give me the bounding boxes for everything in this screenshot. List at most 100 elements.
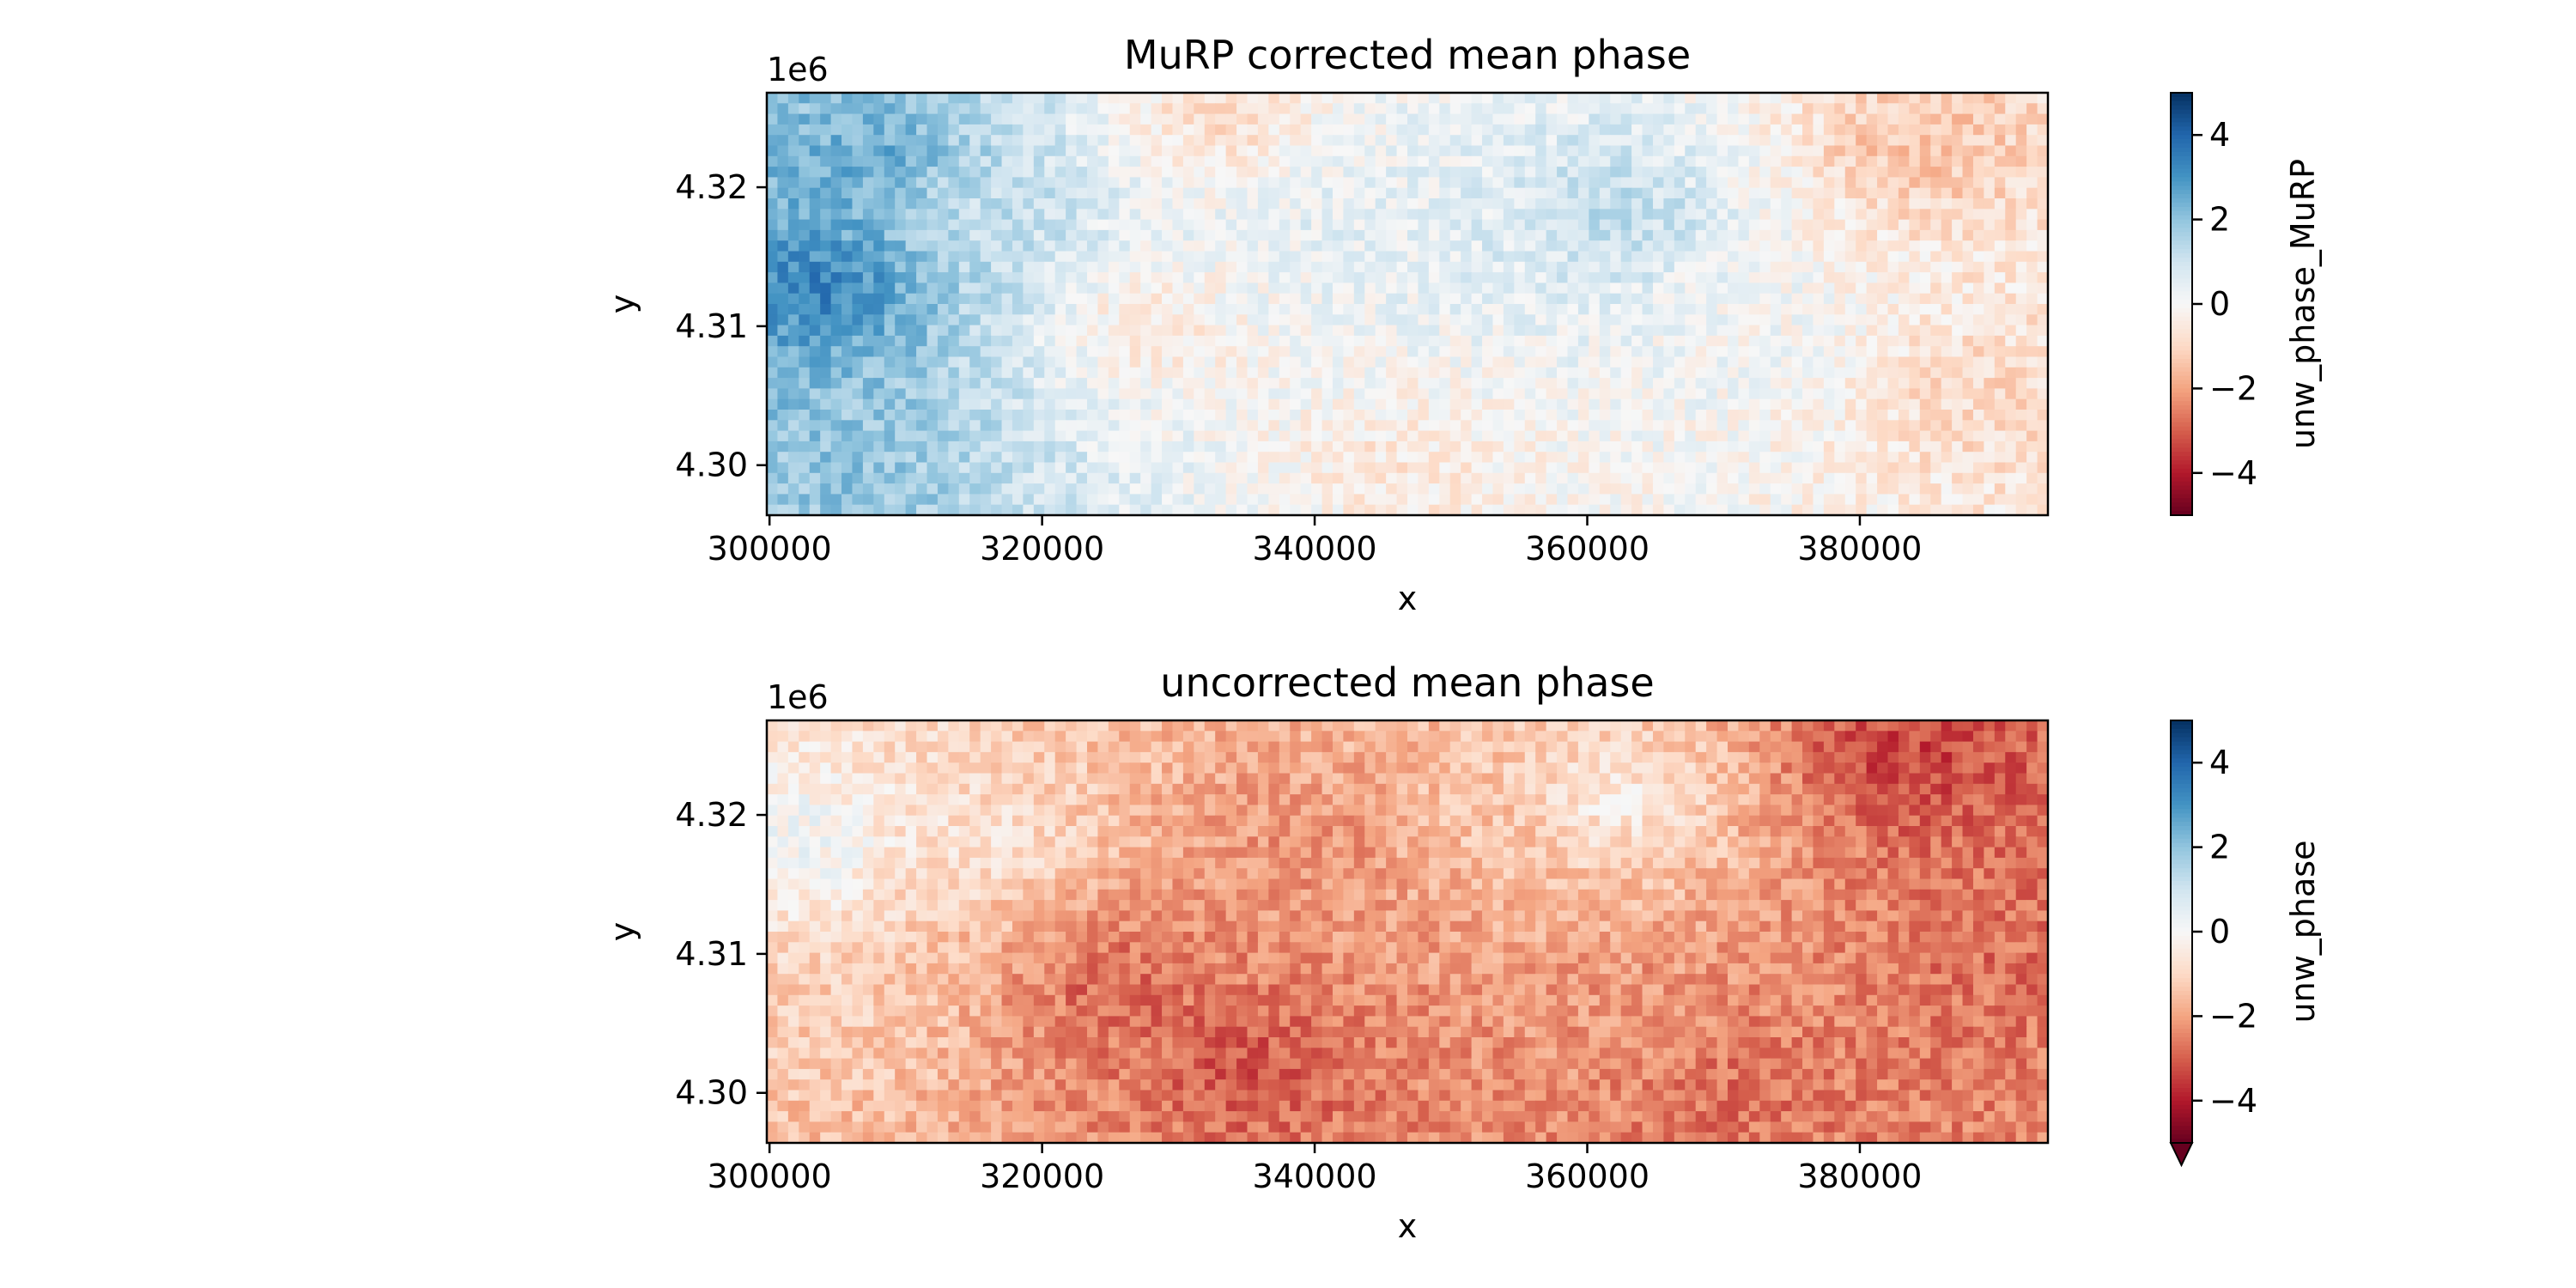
heatmap-cell bbox=[1930, 378, 1942, 389]
heatmap-cell bbox=[884, 483, 896, 495]
heatmap-cell bbox=[1162, 494, 1174, 506]
heatmap-cell bbox=[787, 335, 799, 347]
heatmap-cell bbox=[1300, 494, 1312, 506]
heatmap-cell bbox=[1044, 335, 1056, 347]
heatmap-cell bbox=[830, 346, 842, 358]
heatmap-cell bbox=[1482, 440, 1494, 453]
heatmap-cell bbox=[1685, 420, 1697, 432]
colorbar-segment bbox=[2171, 304, 2192, 309]
heatmap-cell bbox=[1984, 367, 1996, 379]
heatmap-cell bbox=[1300, 410, 1312, 421]
heatmap-cell bbox=[1503, 472, 1515, 484]
heatmap-cell bbox=[1311, 167, 1323, 178]
heatmap-cell bbox=[1290, 293, 1302, 305]
heatmap-cell bbox=[1856, 155, 1868, 167]
heatmap-cell bbox=[1695, 103, 1707, 115]
heatmap-cell bbox=[1962, 145, 1974, 157]
heatmap-cell bbox=[1407, 167, 1419, 178]
heatmap-cell bbox=[1930, 462, 1942, 474]
heatmap-cell bbox=[787, 187, 799, 199]
heatmap-cell bbox=[1215, 346, 1227, 358]
heatmap-cell bbox=[2015, 410, 2027, 421]
heatmap-cell bbox=[1557, 398, 1569, 410]
heatmap-cell bbox=[1716, 335, 1728, 347]
heatmap-cell bbox=[1567, 283, 1579, 295]
heatmap-cell bbox=[2026, 209, 2038, 221]
heatmap-cell bbox=[830, 240, 842, 252]
heatmap-cell bbox=[1738, 356, 1750, 368]
heatmap-cell bbox=[1770, 103, 1782, 115]
heatmap-cell bbox=[1557, 304, 1569, 315]
heatmap-cell bbox=[1129, 388, 1141, 400]
heatmap-cell bbox=[2026, 304, 2038, 315]
heatmap-cell bbox=[1172, 304, 1184, 315]
heatmap-cell bbox=[1023, 272, 1035, 283]
heatmap-cell bbox=[862, 452, 874, 464]
heatmap-cell bbox=[980, 440, 992, 453]
heatmap-cell bbox=[1599, 240, 1611, 252]
colorbar-segment bbox=[2171, 249, 2192, 254]
heatmap-cell bbox=[1449, 219, 1461, 231]
heatmap-cell bbox=[1706, 367, 1718, 379]
heatmap-cell bbox=[1610, 410, 1622, 421]
heatmap-cell bbox=[1972, 145, 1984, 157]
colorbar-segment bbox=[2171, 122, 2192, 127]
heatmap-cell bbox=[820, 378, 832, 389]
heatmap-cell bbox=[1589, 251, 1601, 263]
heatmap-cell bbox=[1300, 504, 1312, 516]
heatmap-cell bbox=[1557, 124, 1569, 136]
heatmap-cell bbox=[1428, 209, 1440, 221]
heatmap-cell bbox=[1866, 135, 1878, 147]
heatmap-cell bbox=[1461, 177, 1473, 189]
heatmap-cell bbox=[958, 293, 970, 305]
heatmap-cell bbox=[1674, 378, 1686, 389]
heatmap-cell bbox=[767, 209, 779, 221]
heatmap-cell bbox=[1172, 135, 1184, 147]
heatmap-cell bbox=[1353, 272, 1365, 283]
heatmap-cell bbox=[1685, 229, 1697, 241]
heatmap-cell bbox=[1343, 388, 1355, 400]
heatmap-cell bbox=[1375, 335, 1387, 347]
heatmap-cell bbox=[1748, 304, 1760, 315]
heatmap-cell bbox=[1695, 388, 1707, 400]
heatmap-cell bbox=[969, 420, 981, 432]
heatmap-cell bbox=[1396, 440, 1408, 453]
heatmap-cell bbox=[884, 335, 896, 347]
heatmap-cell bbox=[1257, 145, 1269, 157]
heatmap-cell bbox=[1353, 335, 1365, 347]
heatmap-cell bbox=[873, 440, 885, 453]
heatmap-cell bbox=[841, 219, 854, 231]
heatmap-cell bbox=[1599, 452, 1611, 464]
heatmap-cell bbox=[1247, 135, 1259, 147]
heatmap-cell bbox=[1300, 314, 1312, 326]
heatmap-cell bbox=[1877, 198, 1889, 210]
heatmap-cell bbox=[1866, 167, 1878, 178]
heatmap-cell bbox=[1471, 440, 1483, 453]
heatmap-cell bbox=[1449, 283, 1461, 295]
heatmap-cell bbox=[1706, 398, 1718, 410]
heatmap-cell bbox=[1225, 93, 1237, 104]
heatmap-cell bbox=[1706, 452, 1718, 464]
heatmap-cell bbox=[1290, 93, 1302, 104]
heatmap-cell bbox=[1994, 410, 2006, 421]
heatmap-cell bbox=[777, 155, 789, 167]
heatmap-cell bbox=[1129, 261, 1141, 273]
heatmap-cell bbox=[767, 272, 779, 283]
heatmap-cell bbox=[1802, 251, 1814, 263]
heatmap-cell bbox=[1620, 272, 1632, 283]
heatmap-cell bbox=[1716, 187, 1728, 199]
heatmap-cell bbox=[1172, 472, 1184, 484]
heatmap-cell bbox=[1129, 452, 1141, 464]
heatmap-cell bbox=[1856, 314, 1868, 326]
heatmap-cell bbox=[937, 283, 949, 295]
heatmap-cell bbox=[1097, 272, 1109, 283]
heatmap-cell bbox=[852, 113, 864, 125]
heatmap-cell bbox=[841, 420, 854, 432]
heatmap-cell bbox=[862, 145, 874, 157]
colorbar-segment bbox=[2171, 173, 2192, 178]
heatmap-cell bbox=[1759, 219, 1771, 231]
heatmap-cell bbox=[1257, 440, 1269, 453]
heatmap-cell bbox=[905, 251, 917, 263]
heatmap-cell bbox=[1311, 304, 1323, 315]
heatmap-cell bbox=[1610, 420, 1622, 432]
